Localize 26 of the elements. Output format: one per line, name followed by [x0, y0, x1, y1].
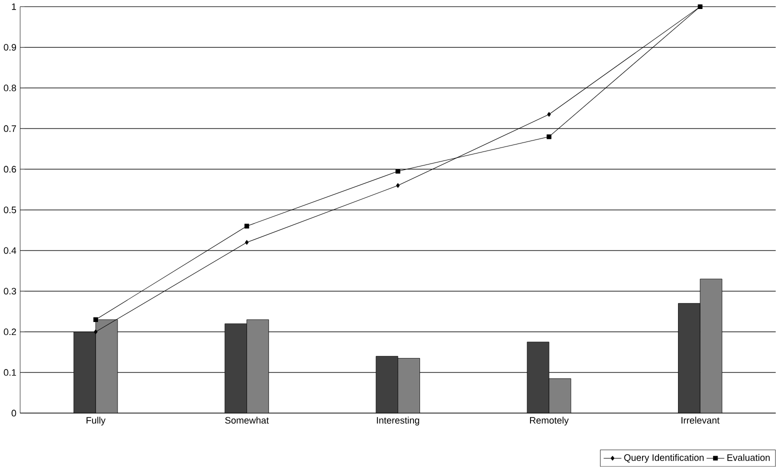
- x-tick-label: Fully: [86, 416, 106, 426]
- x-tick-label: Irrelevant: [682, 416, 720, 424]
- x-tick-label: Remotely: [530, 416, 569, 426]
- point: [93, 317, 98, 322]
- point: [546, 134, 552, 140]
- x-tick-label: Interesting: [376, 416, 420, 426]
- point: [396, 169, 400, 174]
- point: [94, 330, 98, 334]
- legend-label: Query Identification: [624, 454, 704, 463]
- y-tick-label: 0.2: [4, 328, 16, 336]
- y-tick-label: 0.4: [4, 247, 16, 254]
- x-tick-label: Somewhat: [225, 416, 269, 424]
- y-tick-label: 0.3: [4, 288, 16, 295]
- point: [244, 224, 250, 229]
- y-tick-label: 0.1: [4, 369, 16, 376]
- y-tick-label: 0.9: [4, 44, 16, 51]
- point: [396, 183, 400, 188]
- y-tick-label: 0.8: [4, 84, 16, 92]
- y-tick-label: 0: [12, 410, 16, 417]
- y-tick-label: 0.7: [4, 125, 16, 132]
- y-tick-label: 0.6: [4, 166, 16, 173]
- y-tick-label: 0.5: [4, 206, 16, 214]
- legend-label: Evaluation: [727, 454, 770, 462]
- point: [244, 240, 249, 245]
- y-tick-label: 1: [12, 4, 16, 10]
- point: [547, 112, 551, 117]
